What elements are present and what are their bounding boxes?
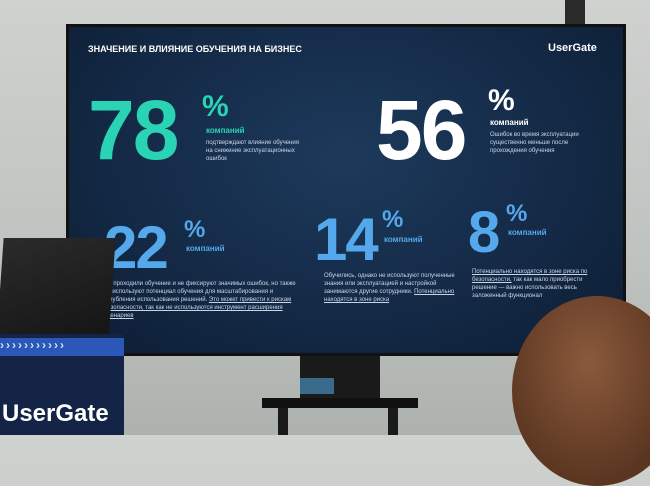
stat-note: Потенциально находятся в зоне риска (324, 289, 455, 304)
stand-shelf (262, 398, 418, 408)
stat-text-block: Не проходили обучение и не фиксируют зна… (104, 280, 302, 320)
stat-text-block: Обучились, однако не используют полученн… (324, 272, 464, 304)
stat-label: компаний (206, 126, 245, 135)
slide-title: ЗНАЧЕНИЕ И ВЛИЯНИЕ ОБУЧЕНИЯ НА БИЗНЕС (88, 44, 302, 54)
slide-logo: UserGate (548, 42, 597, 54)
stat-value: 8 (468, 200, 500, 265)
stat-label: компаний (384, 235, 423, 244)
stat-text: подтверждают влияние обучения на снижени… (206, 140, 299, 163)
booth-logo: UserGate (2, 400, 109, 427)
stat-label: компаний (186, 244, 225, 253)
stat-value: 78 (88, 83, 179, 177)
stat-text: так как мало приобрести решение — важно … (472, 277, 583, 300)
stat-unit: % (202, 90, 229, 123)
stat-text: Не проходили обучение и не фиксируют зна… (104, 281, 296, 304)
pillar (565, 0, 585, 30)
stat-unit: % (382, 206, 404, 233)
stat-unit: % (488, 84, 515, 117)
stat-unit: % (184, 216, 206, 243)
stat-value: 56 (376, 83, 467, 177)
screen (66, 24, 626, 356)
stat-text: Ошибок во время эксплуатации существенно… (490, 132, 579, 155)
stat-text: Обучились, однако не используют полученн… (324, 273, 455, 296)
stat-unit: % (506, 200, 528, 227)
stat-value: 14 (314, 206, 379, 273)
laptop (0, 238, 116, 342)
stat-label: компаний (490, 118, 529, 127)
stat-note: Это может привести к рискам безопасности… (104, 297, 292, 320)
stand-leg (278, 408, 288, 435)
stat-note: Потенциально находятся в зоне риска по б… (472, 269, 588, 284)
booth-stripe: ››››››››››› (0, 338, 124, 356)
stand-leg (388, 408, 398, 435)
stat-text-block: Потенциально находятся в зоне риска по б… (472, 268, 600, 300)
stat-label: компаний (508, 228, 547, 237)
stand-device (300, 378, 334, 394)
